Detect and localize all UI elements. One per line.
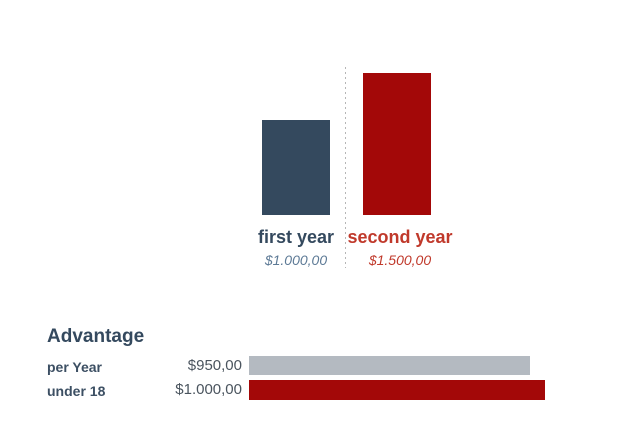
second-year-label: second year xyxy=(347,227,453,247)
under-18-row-value: $1.000,00 xyxy=(175,381,242,398)
second-year-bar xyxy=(363,73,431,215)
under-18-bar xyxy=(249,380,545,400)
per-year-row-label: per Year xyxy=(47,359,103,375)
per-year-row-value: $950,00 xyxy=(187,357,242,374)
first-year-bar xyxy=(262,120,330,215)
first-year-label: first year xyxy=(257,227,335,247)
under-18-row-label: under 18 xyxy=(47,383,106,399)
second-year-value: $1.500,00 xyxy=(368,252,432,268)
first-year-value: $1.000,00 xyxy=(264,252,328,268)
per-year-bar xyxy=(249,356,530,375)
dotted-divider-line xyxy=(345,67,346,268)
advantage-heading: Advantage xyxy=(47,326,145,347)
